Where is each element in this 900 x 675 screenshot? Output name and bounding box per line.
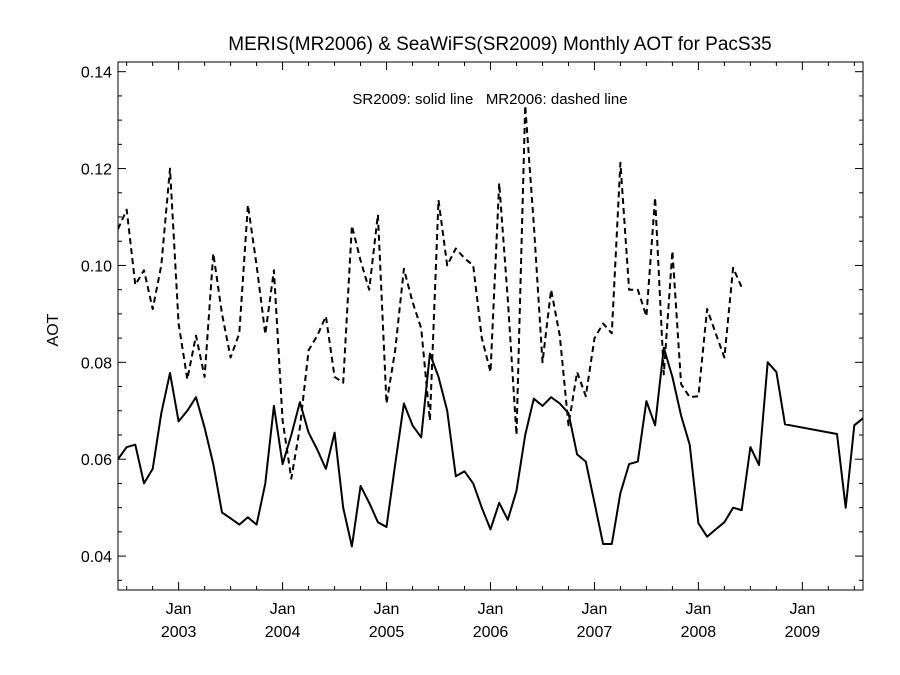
x-tick-year: 2003 xyxy=(161,624,197,641)
x-tick-year: 2004 xyxy=(265,624,301,641)
plot-frame xyxy=(117,61,864,591)
x-tick-year: 2007 xyxy=(577,624,613,641)
x-tick-month: Jan xyxy=(686,601,712,618)
y-axis: 0.04 0.06 0.08 0.10 0.12 0.14 xyxy=(81,65,863,581)
y-tick-label: 0.12 xyxy=(81,162,112,179)
x-tick-month: Jan xyxy=(166,601,192,618)
series-line-sr2009 xyxy=(118,346,863,548)
x-tick-month: Jan xyxy=(478,601,504,618)
x-tick-year: 2009 xyxy=(785,624,821,641)
y-tick-label: 0.04 xyxy=(81,549,112,566)
y-axis-label: AOT xyxy=(45,313,62,346)
y-tick-label: 0.06 xyxy=(81,452,112,469)
x-axis: Jan 2003 Jan 2004 Jan 2005 Jan 2006 Jan 2007 Jan 20… xyxy=(126,62,855,641)
y-tick-label: 0.14 xyxy=(81,65,112,82)
x-tick-month: Jan xyxy=(582,601,608,618)
y-tick-label: 0.10 xyxy=(81,258,112,275)
x-tick-month: Jan xyxy=(789,601,815,618)
y-tick-label: 0.08 xyxy=(81,355,112,372)
series-annotation: SR2009: solid line MR2006: dashed line xyxy=(352,91,627,108)
x-tick-year: 2008 xyxy=(681,624,717,641)
series-line-mr2006 xyxy=(118,104,743,480)
x-tick-month: Jan xyxy=(374,601,400,618)
x-tick-year: 2006 xyxy=(473,624,509,641)
chart-title: MERIS(MR2006) & SeaWiFS(SR2009) Monthly … xyxy=(228,34,771,55)
x-tick-year: 2005 xyxy=(369,624,405,641)
series-group xyxy=(118,104,863,548)
x-tick-month: Jan xyxy=(270,601,296,618)
